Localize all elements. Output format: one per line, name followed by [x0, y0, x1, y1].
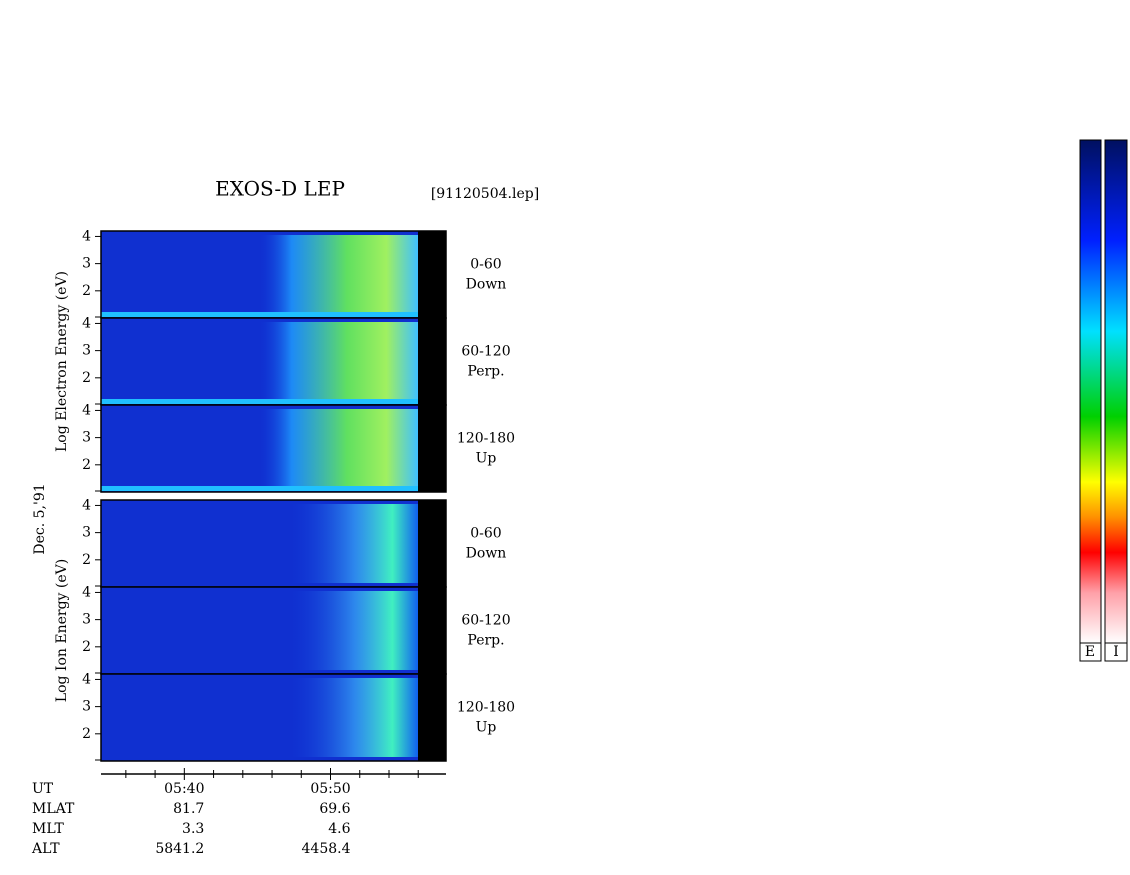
- y-tick-label: 3: [82, 699, 91, 715]
- y-tick-label: 4: [82, 315, 91, 331]
- colorbar: [1079, 139, 1102, 644]
- ephemeris-value: 69.6: [319, 801, 350, 817]
- no-data: [418, 674, 446, 761]
- spectrogram-activity: [260, 322, 418, 401]
- y-tick-label: 2: [82, 370, 91, 386]
- y-tick-label: 2: [82, 552, 91, 568]
- y-tick-label: 3: [82, 525, 91, 541]
- y-tick-label: 3: [82, 612, 91, 628]
- ephemeris-name: ALT: [31, 841, 60, 857]
- y-tick-label: 4: [82, 671, 91, 687]
- file-label: [91120504.lep]: [431, 186, 539, 202]
- panel-label: Perp.: [467, 633, 504, 649]
- y-tick-label: 3: [82, 343, 91, 359]
- spectrogram-activity: [260, 235, 418, 314]
- panel-frame: [100, 673, 447, 762]
- y-tick-label: 4: [82, 497, 91, 513]
- y-tick-label: 2: [82, 457, 91, 473]
- spectrogram-activity: [290, 678, 418, 757]
- panel-label: 60-120: [461, 613, 510, 629]
- panel-label: 120-180: [457, 700, 515, 716]
- no-data: [418, 587, 446, 674]
- ephemeris-value: 4458.4: [302, 841, 351, 857]
- colorbar-label: I: [1113, 644, 1119, 660]
- ephemeris-value: 3.3: [182, 821, 204, 837]
- spectrogram-floor: [101, 399, 418, 404]
- x-tick-label: 05:50: [310, 781, 350, 797]
- colorbar-label: E: [1085, 644, 1095, 660]
- y-tick-label: 2: [82, 283, 91, 299]
- y-tick-label: 3: [82, 430, 91, 446]
- colorbar: [1104, 139, 1128, 644]
- y-tick-label: 4: [82, 402, 91, 418]
- y-tick-label: 4: [82, 228, 91, 244]
- panel-label: 120-180: [457, 431, 515, 447]
- ephemeris-name: MLT: [32, 821, 64, 837]
- ephemeris-value: 4.6: [328, 821, 350, 837]
- spectrogram-activity: [290, 504, 418, 583]
- y-axis-label: Log Ion Energy (eV): [54, 559, 70, 702]
- spectrogram-floor: [101, 312, 418, 317]
- panel-label: 0-60: [470, 257, 501, 273]
- panel-label: Down: [466, 546, 507, 562]
- ephemeris-value: 5841.2: [155, 841, 204, 857]
- no-data: [418, 318, 446, 405]
- colorbar-box: [1104, 642, 1128, 662]
- y-tick-label: 2: [82, 639, 91, 655]
- colorbar-box: [1079, 642, 1102, 662]
- spectrogram-activity: [290, 591, 418, 670]
- panel-frame: [100, 404, 447, 493]
- panel-label: Up: [476, 720, 497, 736]
- panel-label: 0-60: [470, 526, 501, 542]
- x-label: UT: [32, 781, 54, 797]
- y-tick-label: 2: [82, 726, 91, 742]
- y-axis-label: Log Electron Energy (eV): [54, 271, 70, 452]
- panel-label: Up: [476, 451, 497, 467]
- no-data: [418, 405, 446, 492]
- y-tick-label: 3: [82, 256, 91, 272]
- panel-label: Perp.: [467, 364, 504, 380]
- chart-title: EXOS-D LEP: [215, 177, 345, 201]
- no-data: [418, 231, 446, 318]
- x-tick-label: 05:40: [164, 781, 204, 797]
- no-data: [418, 500, 446, 587]
- panel-label: 60-120: [461, 344, 510, 360]
- spectrogram-floor: [101, 486, 418, 491]
- date-label: Dec. 5,'91: [32, 483, 48, 554]
- ephemeris-value: 81.7: [173, 801, 204, 817]
- panel-label: Down: [466, 277, 507, 293]
- y-tick-label: 4: [82, 584, 91, 600]
- spectrogram-activity: [260, 409, 418, 488]
- ephemeris-name: MLAT: [32, 801, 75, 817]
